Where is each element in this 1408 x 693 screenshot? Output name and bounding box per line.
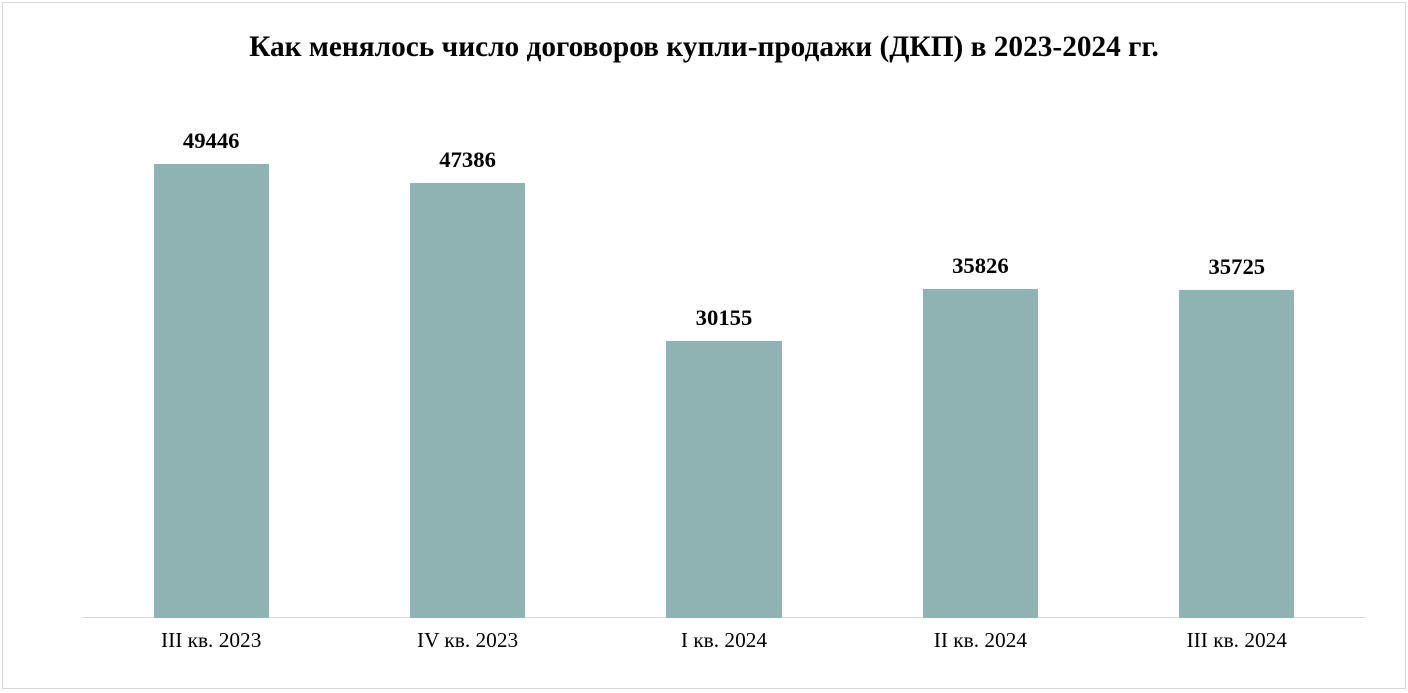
chart-frame: Как менялось число договоров купли-прода… xyxy=(2,2,1406,689)
bar xyxy=(410,183,525,618)
x-axis-label: II кв. 2024 xyxy=(852,628,1108,653)
x-axis-label: I кв. 2024 xyxy=(596,628,852,653)
bar-value-label: 47386 xyxy=(368,147,568,173)
x-axis-label: III кв. 2024 xyxy=(1109,628,1365,653)
x-axis-labels: III кв. 2023IV кв. 2023I кв. 2024II кв. … xyxy=(83,628,1365,658)
bar-value-label: 35826 xyxy=(880,253,1080,279)
x-axis-label: III кв. 2023 xyxy=(83,628,339,653)
plot-area: 49446 47386 30155 35826 35725 xyxy=(83,113,1365,618)
bar-value-label: 49446 xyxy=(111,128,311,154)
x-axis-label: IV кв. 2023 xyxy=(339,628,595,653)
bar-value-label: 35725 xyxy=(1137,254,1337,280)
bar xyxy=(666,341,781,618)
bar xyxy=(1179,290,1294,618)
bar xyxy=(154,164,269,618)
bar xyxy=(923,289,1038,618)
chart-title: Как менялось число договоров купли-прода… xyxy=(3,31,1405,64)
bar-value-label: 30155 xyxy=(624,305,824,331)
